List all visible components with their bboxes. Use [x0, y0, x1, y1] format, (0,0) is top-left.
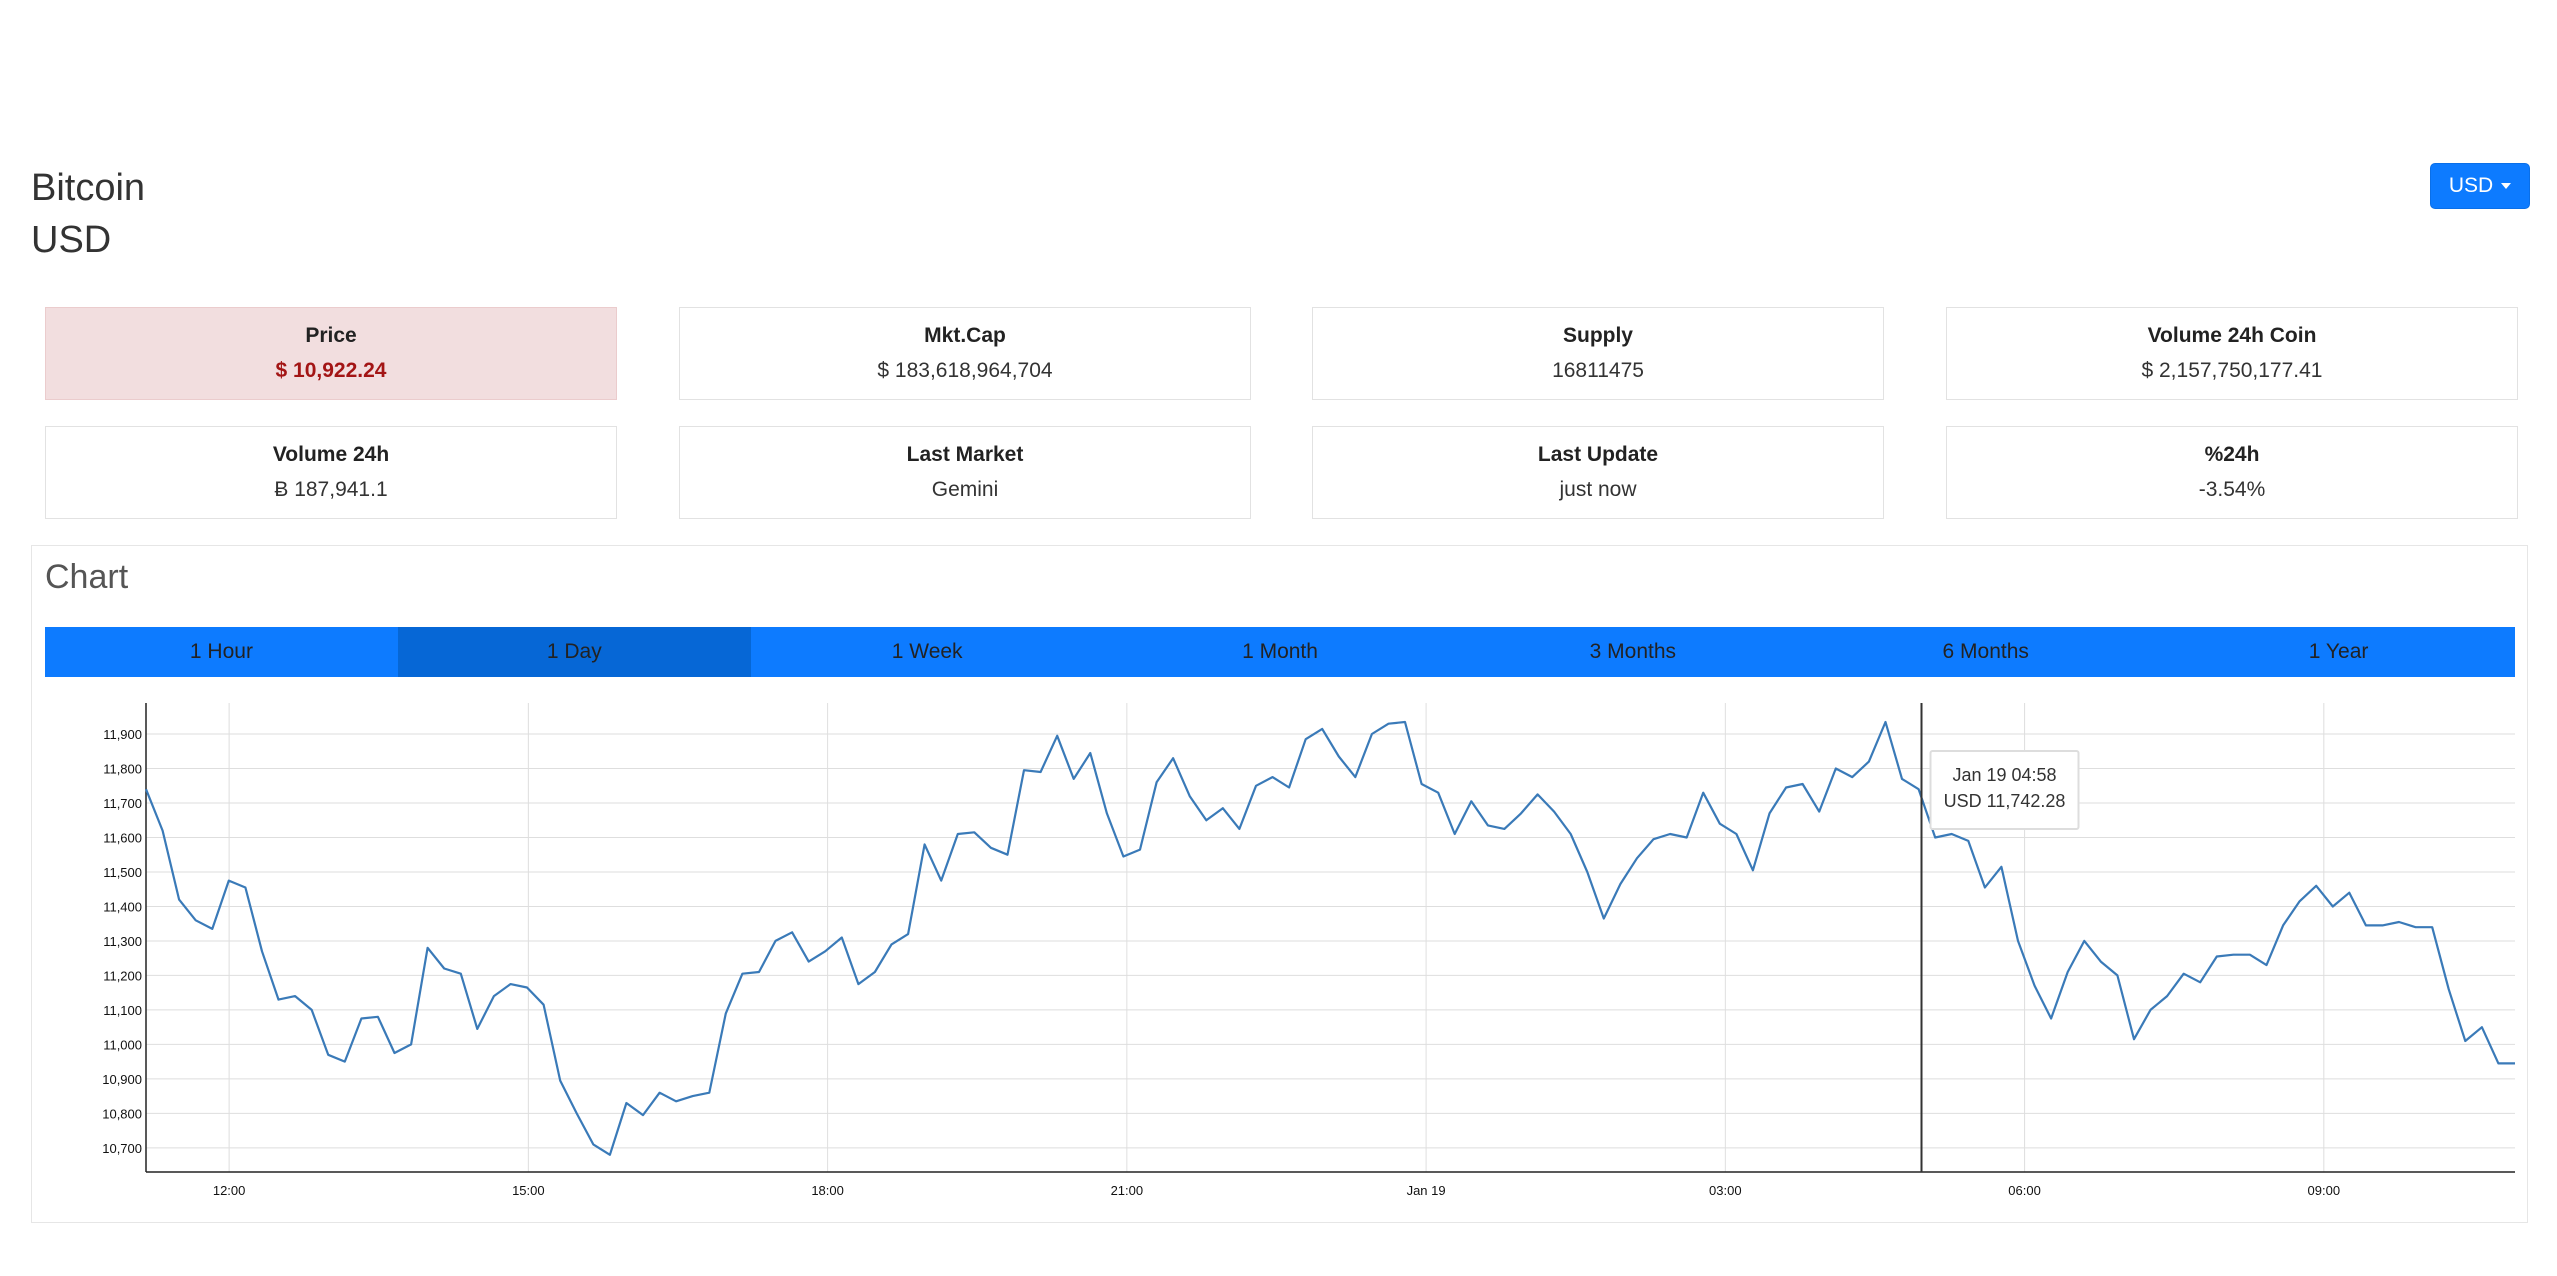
stat-label: Last Market [906, 443, 1024, 466]
y-tick-label: 11,900 [103, 727, 142, 742]
tooltip-value: USD 11,742.28 [1944, 791, 2066, 811]
tab-1-week[interactable]: 1 Week [891, 640, 963, 663]
x-tick-label: 15:00 [512, 1183, 545, 1198]
stat-card-last-update: Last Update just now [1312, 426, 1884, 519]
stat-label: Price [305, 324, 357, 347]
tab-1-year[interactable]: 1 Year [2308, 640, 2369, 663]
chart-heading: Chart [45, 558, 129, 596]
stat-card-mktcap: Mkt.Cap $ 183,618,964,704 [679, 307, 1251, 400]
y-tick-label: 11,100 [103, 1003, 142, 1018]
y-tick-label: 11,800 [103, 762, 142, 777]
y-tick-label: 11,700 [103, 796, 142, 811]
tab-3-months[interactable]: 3 Months [1589, 640, 1677, 663]
x-tick-label: 06:00 [2008, 1183, 2041, 1198]
y-tick-label: 11,200 [103, 968, 142, 983]
stat-value: $ 183,618,964,704 [877, 359, 1053, 382]
stat-value: Gemini [931, 478, 999, 501]
tab-1-month[interactable]: 1 Month [1242, 640, 1318, 663]
y-tick-label: 11,300 [103, 934, 142, 949]
x-tick-label: 18:00 [811, 1183, 844, 1198]
y-tick-label: 11,500 [103, 865, 142, 880]
currency-dropdown-label: USD [2448, 174, 2494, 197]
stat-card-supply: Supply 16811475 [1312, 307, 1884, 400]
x-tick-label: Jan 19 [1407, 1183, 1446, 1198]
coin-title: Bitcoin [31, 167, 146, 209]
currency-title: USD [31, 219, 112, 261]
tab-1-hour[interactable]: 1 Hour [189, 640, 253, 663]
x-tick-label: 03:00 [1709, 1183, 1742, 1198]
y-tick-label: 10,800 [102, 1106, 142, 1121]
tooltip-time: Jan 19 04:58 [1952, 765, 2056, 785]
stat-label: Volume 24h Coin [2147, 324, 2317, 347]
y-tick-label: 10,700 [102, 1141, 142, 1156]
timeframe-tabs: 1 Hour 1 Day 1 Week 1 Month 3 Months 6 M… [45, 627, 2515, 677]
caret-down-icon [2501, 183, 2512, 189]
y-tick-label: 11,400 [103, 899, 142, 914]
x-tick-label: 21:00 [1111, 1183, 1144, 1198]
currency-dropdown-button[interactable]: USD [2430, 163, 2530, 209]
stat-label: %24h [2204, 443, 2260, 466]
stat-card-last-market: Last Market Gemini [679, 426, 1251, 519]
y-tick-label: 11,600 [103, 830, 142, 845]
stat-label: Volume 24h [272, 443, 390, 466]
stat-card-volume-24h-coin: Volume 24h Coin $ 2,157,750,177.41 [1946, 307, 2518, 400]
stat-card-volume-24h: Volume 24h Ƀ 187,941.1 [45, 426, 617, 519]
y-tick-label: 10,900 [102, 1072, 142, 1087]
chart-panel [31, 545, 2528, 1223]
stat-value: 16811475 [1552, 359, 1644, 382]
stat-value: $ 10,922.24 [275, 359, 387, 382]
stat-label: Supply [1562, 324, 1633, 347]
x-tick-label: 09:00 [2308, 1183, 2341, 1198]
stat-card-change-24h: %24h -3.54% [1946, 426, 2518, 519]
stat-label: Last Update [1537, 443, 1659, 466]
price-series-line [144, 720, 2515, 1156]
stat-value: Ƀ 187,941.1 [274, 478, 388, 501]
stat-card-price: Price $ 10,922.24 [45, 307, 617, 400]
tab-6-months[interactable]: 6 Months [1942, 640, 2029, 663]
stat-value: just now [1559, 478, 1637, 501]
tab-1-day[interactable]: 1 Day [397, 627, 751, 677]
stat-value: $ 2,157,750,177.41 [2141, 359, 2323, 382]
stat-value: -3.54% [2198, 478, 2266, 501]
tooltip-box [1929, 750, 2080, 830]
stat-label: Mkt.Cap [924, 324, 1006, 347]
x-tick-label: 12:00 [213, 1183, 246, 1198]
y-tick-label: 11,000 [103, 1037, 142, 1052]
